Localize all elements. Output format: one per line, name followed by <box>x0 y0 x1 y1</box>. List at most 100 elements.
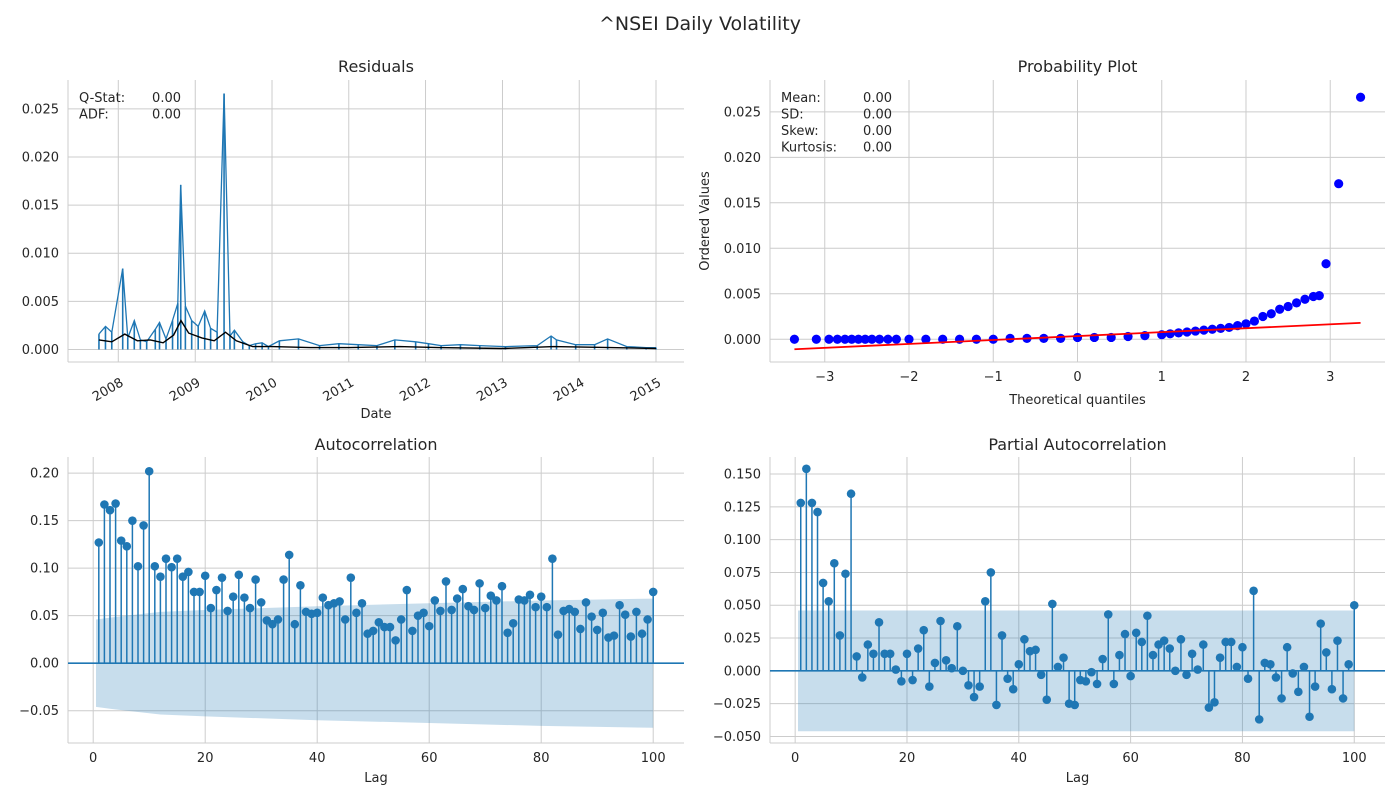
y-tick-label: 0.020 <box>724 151 761 166</box>
y-tick-label: 0.010 <box>724 242 761 257</box>
lag-marker <box>548 554 557 563</box>
lag-marker <box>1031 645 1040 655</box>
lag-marker <box>581 598 591 607</box>
quantile-point <box>840 334 850 344</box>
lag-marker <box>620 610 630 620</box>
stat-label: Q-Stat: <box>79 91 125 106</box>
lag-marker <box>930 658 940 668</box>
lag-marker <box>1165 644 1175 653</box>
stat-value: 0.00 <box>152 108 181 123</box>
lag-marker <box>1176 635 1186 644</box>
lag-marker <box>391 636 400 645</box>
lag-marker <box>200 571 210 581</box>
lag-marker <box>997 631 1007 640</box>
lag-marker <box>94 538 104 547</box>
lag-marker <box>346 573 356 582</box>
quantile-point <box>1334 179 1344 189</box>
lag-marker <box>576 624 585 634</box>
lag-marker <box>1204 703 1214 712</box>
lag-marker <box>1059 653 1068 663</box>
quantile-point <box>1275 304 1285 314</box>
lag-marker <box>835 631 845 640</box>
lag-marker <box>240 593 249 602</box>
lag-marker <box>1333 636 1342 645</box>
lag-marker <box>852 652 861 661</box>
panel-title: Partial Autocorrelation <box>988 435 1166 454</box>
x-tick-label: −1 <box>984 370 1003 385</box>
quantile-point <box>921 334 931 344</box>
lag-marker <box>419 608 428 618</box>
lag-marker <box>312 608 322 618</box>
lag-marker <box>1159 636 1169 645</box>
figure-title: ^NSEI Daily Volatility <box>599 13 801 35</box>
lag-marker <box>936 616 945 626</box>
lag-marker <box>1020 635 1029 644</box>
lag-marker <box>116 536 126 545</box>
lag-marker <box>1171 666 1180 676</box>
stat-label: Mean: <box>781 91 821 106</box>
lag-marker <box>100 500 109 509</box>
lag-marker <box>475 579 484 588</box>
lag-marker <box>1131 628 1141 638</box>
lag-marker <box>279 575 288 584</box>
lag-marker <box>396 615 406 624</box>
lag-marker <box>542 602 552 612</box>
lag-marker <box>223 606 232 616</box>
quantile-point <box>1291 298 1302 308</box>
lag-marker <box>1349 600 1359 610</box>
stat-label: Skew: <box>781 124 819 139</box>
quantile-point <box>1314 290 1324 301</box>
lag-marker <box>441 577 451 586</box>
y-tick-label: 0.025 <box>22 102 59 117</box>
lag-marker <box>150 561 160 571</box>
lag-marker <box>908 675 917 685</box>
x-tick-label: 60 <box>421 751 438 766</box>
lag-marker <box>436 606 445 616</box>
x-tick-label: 20 <box>197 751 214 766</box>
lag-marker <box>206 603 216 613</box>
quantile-point <box>1089 332 1099 343</box>
lag-marker <box>897 677 906 686</box>
stat-value: 0.00 <box>863 124 892 139</box>
lag-marker <box>184 567 193 577</box>
lag-marker <box>992 700 1001 710</box>
lag-marker <box>807 498 817 508</box>
x-axis-label: Theoretical quantiles <box>1008 393 1146 408</box>
y-tick-label: −0.025 <box>713 697 761 712</box>
x-tick-label: 2012 <box>397 375 433 405</box>
lag-marker <box>133 561 143 571</box>
x-tick-label: 100 <box>641 751 666 766</box>
lag-marker <box>492 596 501 605</box>
panel-title: Probability Plot <box>1018 57 1138 76</box>
lag-marker <box>268 619 277 629</box>
quantile-point <box>904 334 914 344</box>
quantile-point <box>1283 301 1293 312</box>
y-tick-label: 0.00 <box>30 657 59 672</box>
y-tick-label: 0.05 <box>30 609 59 624</box>
lag-marker <box>503 628 512 638</box>
y-tick-label: 0.025 <box>724 105 761 120</box>
quantile-point <box>1266 309 1276 319</box>
lag-marker <box>969 692 979 702</box>
lag-stems <box>94 466 658 664</box>
lag-marker <box>340 615 350 624</box>
lag-marker <box>469 605 479 615</box>
y-tick-label: 0.050 <box>724 599 761 614</box>
lag-marker <box>1310 682 1320 691</box>
lag-marker <box>1115 650 1124 660</box>
lag-marker <box>857 673 867 682</box>
quantile-point <box>1165 329 1175 339</box>
lag-marker <box>368 626 378 636</box>
lag-marker <box>1226 637 1236 647</box>
lag-marker <box>1249 586 1258 596</box>
lag-marker <box>925 682 934 691</box>
lag-marker <box>1126 671 1135 681</box>
rolling-mean-line <box>98 319 657 350</box>
quantile-point <box>860 334 870 344</box>
y-tick-label: 0.005 <box>22 295 59 310</box>
lag-marker <box>105 505 115 515</box>
lag-marker <box>1053 662 1063 672</box>
probability-plot-panel: 0.000 0.005 0.010 0.015 0.020 0.025 −3 −2 −1 0 1 2 3… <box>698 57 1385 408</box>
y-tick-label: −0.05 <box>19 704 59 719</box>
